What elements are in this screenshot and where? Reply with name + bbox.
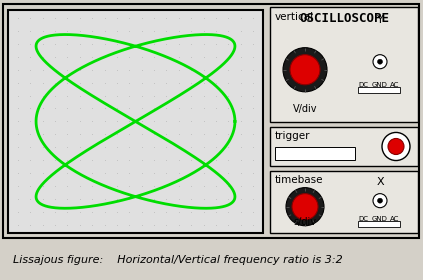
- Circle shape: [373, 194, 387, 208]
- Bar: [358, 87, 400, 93]
- Circle shape: [388, 138, 404, 155]
- Text: vertical: vertical: [275, 12, 314, 22]
- Circle shape: [290, 55, 320, 85]
- Text: X: X: [376, 177, 384, 186]
- Bar: [8, 10, 263, 233]
- Text: V/div: V/div: [293, 104, 317, 114]
- Circle shape: [373, 55, 387, 69]
- Text: Lissajous figure:    Horizontal/Vertical frequency ratio is 3:2: Lissajous figure: Horizontal/Vertical fr…: [13, 255, 343, 265]
- Circle shape: [382, 132, 410, 160]
- Text: GND: GND: [372, 216, 388, 222]
- Text: DC: DC: [358, 216, 368, 222]
- Circle shape: [286, 188, 324, 226]
- Text: GND: GND: [372, 82, 388, 88]
- Text: AC: AC: [390, 216, 400, 222]
- Circle shape: [378, 198, 382, 203]
- Circle shape: [378, 59, 382, 64]
- Bar: [270, 127, 418, 165]
- Circle shape: [292, 194, 318, 220]
- Bar: [270, 7, 418, 122]
- Text: timebase: timebase: [275, 175, 324, 185]
- Bar: [275, 148, 355, 160]
- Circle shape: [283, 48, 327, 92]
- Text: s/div: s/div: [294, 217, 316, 227]
- Text: Y: Y: [376, 15, 383, 25]
- Text: OSCILLOSCOPE: OSCILLOSCOPE: [299, 12, 389, 25]
- Bar: [270, 171, 418, 233]
- Text: AC: AC: [390, 82, 400, 88]
- Bar: [358, 221, 400, 227]
- Text: DC: DC: [358, 82, 368, 88]
- Text: trigger: trigger: [275, 131, 310, 141]
